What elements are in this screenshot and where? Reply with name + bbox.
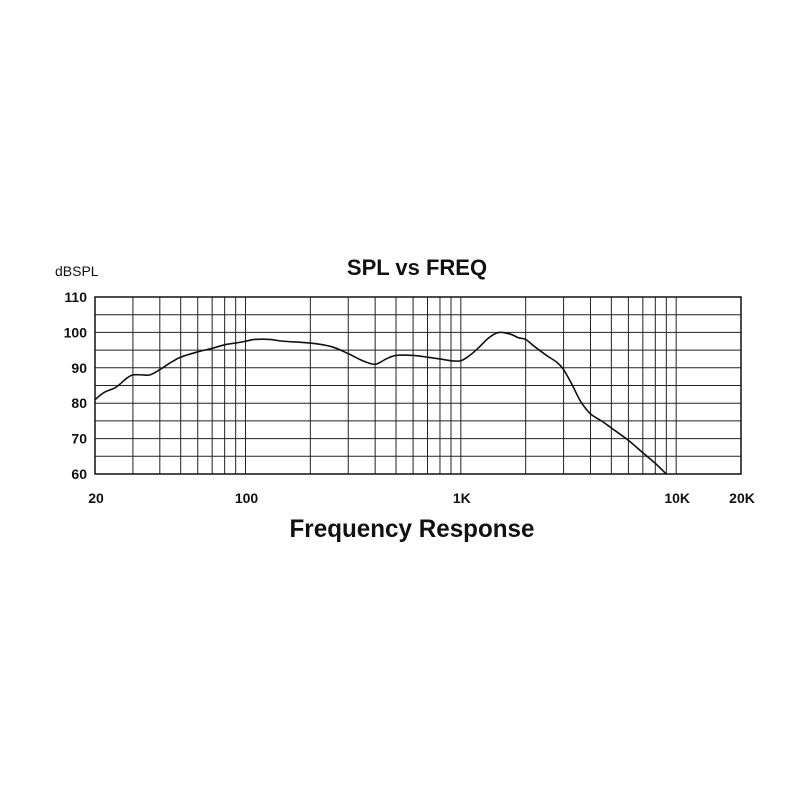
y-tick-label-80: 80	[71, 395, 87, 411]
y-tick-label-100: 100	[64, 324, 88, 340]
x-tick-labels: 20 100 1K 10K 20K	[88, 490, 755, 506]
x-tick-label-20: 20	[88, 490, 104, 506]
y-tick-label-110: 110	[64, 289, 87, 305]
response-curve-0	[94, 331, 667, 475]
y-tick-label-90: 90	[71, 360, 87, 376]
x-tick-label-1000: 1K	[453, 490, 471, 506]
x-tick-label-10000: 10K	[664, 490, 690, 506]
curve-layer	[94, 331, 667, 475]
x-tick-label-20000: 20K	[729, 490, 755, 506]
y-tick-label-70: 70	[71, 431, 87, 447]
y-tick-labels: 60 70 80 90 100 110	[64, 289, 88, 482]
x-axis-title: Frequency Response	[290, 515, 535, 543]
grid	[94, 296, 742, 475]
y-tick-label-60: 60	[71, 466, 87, 482]
x-tick-label-100: 100	[235, 490, 259, 506]
chart-title: SPL vs FREQ	[347, 255, 487, 280]
y-axis-label: dBSPL	[55, 263, 99, 279]
plot-frame	[94, 296, 742, 475]
